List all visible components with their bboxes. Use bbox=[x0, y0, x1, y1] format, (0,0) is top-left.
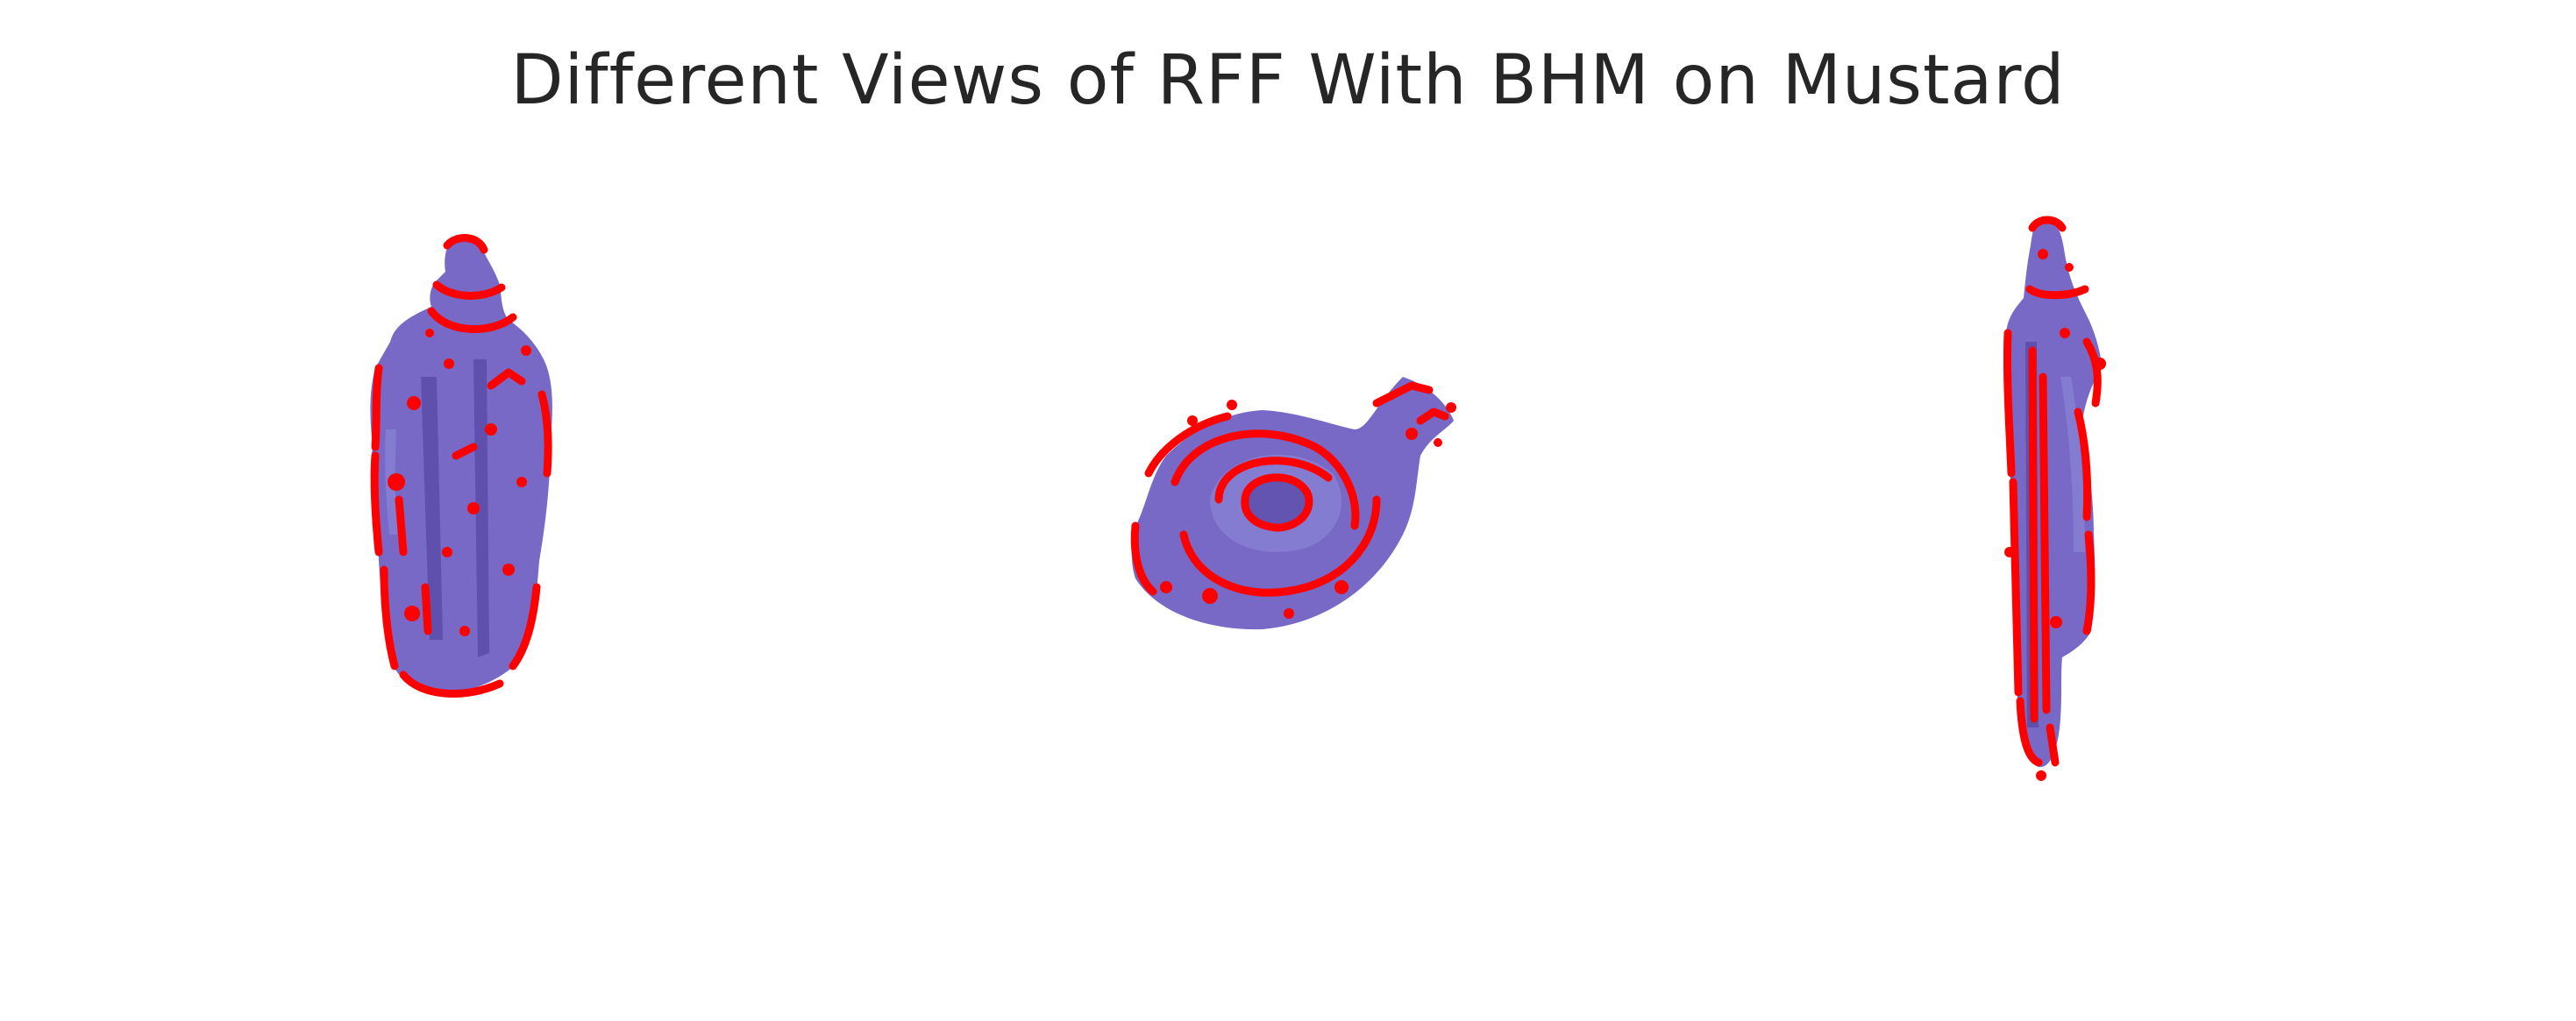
top-view-panel bbox=[1114, 351, 1482, 649]
mustard-bottle-top-view-icon bbox=[1130, 377, 1456, 630]
mustard-bottle-front-view-icon bbox=[370, 234, 552, 698]
figure-title: Different Views of RFF With BHM on Musta… bbox=[510, 41, 2066, 120]
side-view-panel bbox=[1955, 202, 2157, 781]
mustard-bottle-side-view-icon bbox=[2003, 216, 2106, 781]
front-view-panel bbox=[333, 219, 614, 710]
